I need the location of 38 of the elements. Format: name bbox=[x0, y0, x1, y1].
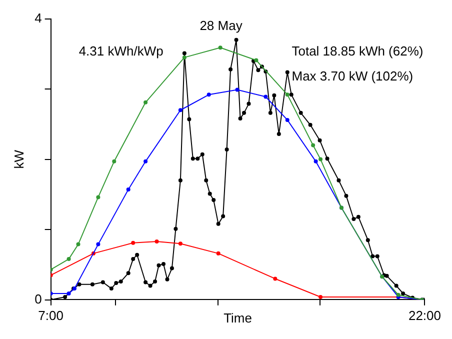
point bbox=[154, 239, 159, 244]
point bbox=[254, 58, 258, 62]
point bbox=[131, 240, 136, 245]
point bbox=[285, 118, 290, 122]
point bbox=[178, 108, 182, 112]
y-tick-label: 0 bbox=[34, 291, 42, 306]
point bbox=[66, 257, 71, 262]
annotation: Total 18.85 kWh (62%) bbox=[292, 43, 424, 58]
x-tick-label: 22:00 bbox=[408, 308, 442, 323]
point bbox=[318, 294, 323, 299]
point bbox=[96, 242, 100, 246]
point bbox=[206, 92, 211, 97]
point bbox=[66, 291, 71, 296]
point bbox=[314, 159, 318, 164]
point bbox=[216, 251, 220, 256]
point bbox=[144, 100, 148, 104]
point bbox=[285, 92, 290, 97]
point bbox=[396, 292, 400, 297]
point bbox=[182, 55, 186, 60]
point bbox=[96, 195, 100, 200]
point bbox=[235, 88, 240, 92]
y-axis-title: kW bbox=[11, 149, 26, 169]
point bbox=[178, 242, 182, 246]
point bbox=[273, 276, 278, 281]
annotation: 4.31 kWh/kWp bbox=[78, 43, 164, 58]
point bbox=[264, 94, 268, 99]
point bbox=[318, 157, 323, 162]
point bbox=[144, 159, 148, 164]
point bbox=[112, 159, 116, 164]
point bbox=[218, 46, 222, 50]
point bbox=[76, 242, 80, 246]
point bbox=[311, 143, 316, 148]
y-tick-label: 4 bbox=[34, 10, 42, 26]
annotation: Max 3.70 kW (102%) bbox=[292, 68, 414, 84]
x-axis-title: Time bbox=[224, 310, 252, 326]
point bbox=[126, 188, 130, 192]
x-tick-label: 7:00 bbox=[38, 308, 64, 323]
chart-title: 28 May bbox=[200, 18, 243, 34]
